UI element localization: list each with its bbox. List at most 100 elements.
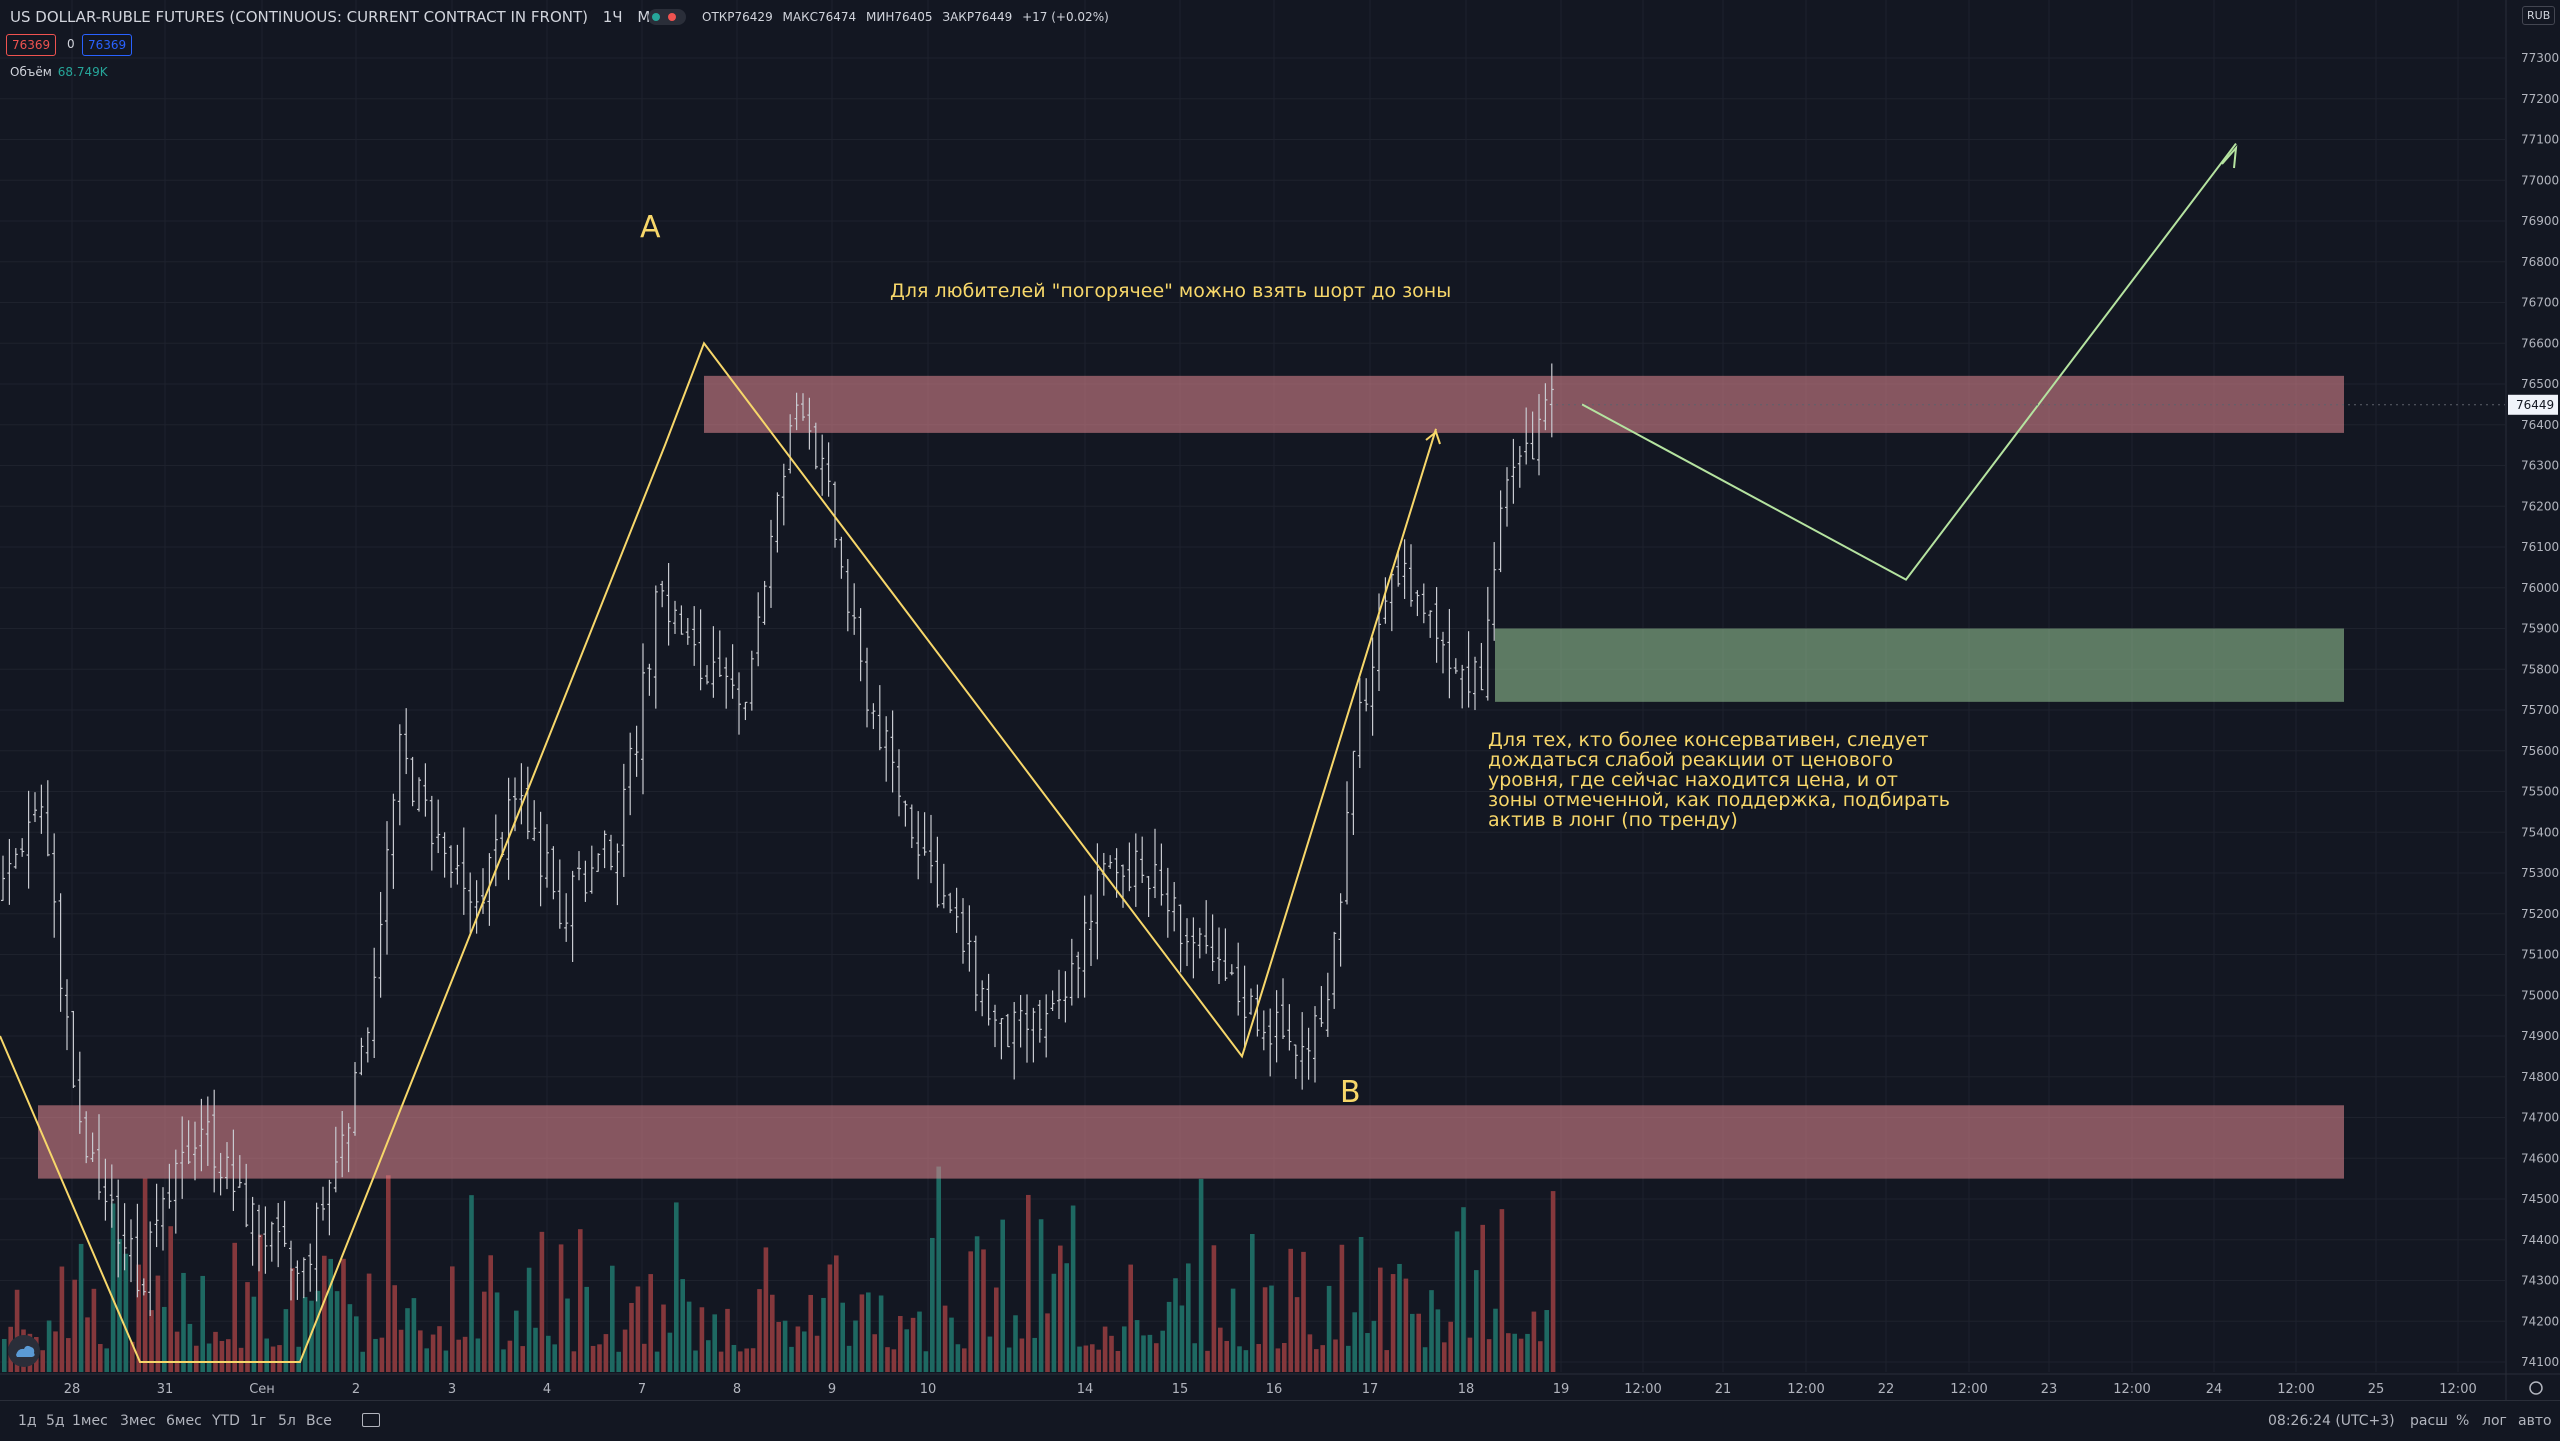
time-tick: 17 <box>1362 1382 1379 1397</box>
drawings[interactable] <box>0 142 2505 1363</box>
volume-bar <box>942 1305 948 1372</box>
timeframe-6m[interactable]: 6мес <box>166 1413 202 1429</box>
volume-bar <box>1339 1244 1345 1372</box>
symbol-header[interactable]: US DOLLAR-RUBLE FUTURES (CONTINUOUS: CUR… <box>10 8 692 26</box>
percent-button[interactable]: % <box>2456 1413 2470 1429</box>
log-button[interactable]: лог <box>2482 1413 2507 1429</box>
volume-bar <box>53 1331 58 1372</box>
volume-value: 68.749K <box>57 65 108 79</box>
volume-bar <box>1499 1209 1505 1372</box>
volume-bar <box>174 1331 180 1372</box>
volume-bar <box>1384 1350 1389 1372</box>
volume-bar <box>302 1297 308 1372</box>
close-value: 76449 <box>974 10 1013 24</box>
volume-bar <box>14 1289 20 1372</box>
timeframe-1d[interactable]: 1д <box>18 1413 37 1429</box>
buy-price-box[interactable]: 76369 <box>82 34 133 56</box>
volume-bar <box>1480 1224 1485 1372</box>
volume-bar <box>1531 1311 1537 1372</box>
extended-hours-button[interactable]: расш <box>2410 1413 2448 1429</box>
note-long[interactable]: Для тех, кто более консервативен, следуе… <box>1488 729 1950 831</box>
timeframe-5d[interactable]: 5д <box>46 1413 65 1429</box>
volume-bar <box>1026 1194 1031 1372</box>
high-value: 76474 <box>818 10 857 24</box>
time-tick: 31 <box>157 1382 174 1397</box>
volume-bar <box>162 1306 167 1372</box>
volume-bar <box>251 1296 257 1372</box>
note-short[interactable]: Для любителей "погорячее" можно взять шо… <box>890 280 1452 302</box>
time-tick: 15 <box>1172 1382 1189 1397</box>
time-tick: 12:00 <box>2439 1382 2476 1397</box>
timeframe-1m[interactable]: 1мес <box>72 1413 108 1429</box>
change-value: +17 (+0.02%) <box>1022 10 1109 24</box>
volume-bar <box>1538 1341 1543 1372</box>
volume-bar <box>117 1238 122 1372</box>
timeframe-all[interactable]: Все <box>306 1413 332 1429</box>
volume-bar <box>1141 1335 1146 1372</box>
volume-bar <box>1454 1231 1460 1372</box>
price-tick: 75500 <box>2521 785 2559 799</box>
price-tick: 74600 <box>2521 1151 2559 1165</box>
volume-bar <box>1365 1333 1370 1372</box>
price-tick: 76200 <box>2521 499 2559 513</box>
volume-bar <box>827 1264 833 1372</box>
time-tick: 7 <box>638 1382 646 1397</box>
volume-bar <box>386 1175 391 1372</box>
price-tick: 75800 <box>2521 662 2559 676</box>
volume-bar <box>603 1334 609 1372</box>
currency-badge[interactable]: RUB <box>2522 6 2556 25</box>
volume-bar <box>200 1275 205 1372</box>
volume-bar <box>1429 1290 1434 1372</box>
price-tick: 75300 <box>2521 866 2559 880</box>
volume-bar <box>437 1326 442 1372</box>
volume-bar <box>78 1243 84 1372</box>
volume-bar <box>936 1166 941 1372</box>
volume-bar <box>1243 1350 1249 1372</box>
volume-bar <box>482 1291 487 1372</box>
volume-bar <box>994 1287 999 1372</box>
ohlc-legend: ОТКР76429 МАКС76474 МИН76405 ЗАКР76449 +… <box>702 10 1109 24</box>
symbol-title[interactable]: US DOLLAR-RUBLE FUTURES (CONTINUOUS: CUR… <box>10 8 588 26</box>
volume-bar <box>443 1350 449 1372</box>
volume-bar <box>1512 1333 1517 1372</box>
volume-bar <box>558 1244 564 1372</box>
volume-bar <box>571 1351 577 1372</box>
volume-bar <box>1403 1278 1409 1372</box>
volume-bar <box>501 1349 506 1372</box>
volume-bar <box>398 1329 404 1372</box>
volume-bar <box>814 1335 820 1372</box>
price-tick: 75100 <box>2521 948 2559 962</box>
date-range-icon[interactable] <box>362 1413 380 1427</box>
price-tick: 75700 <box>2521 703 2559 717</box>
volume-bar <box>258 1234 263 1372</box>
timeframe-5y[interactable]: 5л <box>278 1413 296 1429</box>
settings-gear-icon[interactable] <box>2529 1381 2543 1395</box>
timeframe-ytd[interactable]: YTD <box>212 1413 240 1429</box>
label-a[interactable]: A <box>640 210 661 245</box>
tradingview-logo-icon[interactable] <box>8 1335 40 1367</box>
time-axis[interactable]: 28 31 Сен 2 3 4 7 8 9 10 14 15 16 17 18 19 12:00 21 12:00 2… <box>0 1373 2560 1397</box>
price-tick: 77100 <box>2521 133 2559 147</box>
clock[interactable]: 08:26:24 (UTC+3) <box>2268 1413 2395 1429</box>
price-tick: 76100 <box>2521 540 2559 554</box>
time-tick: 3 <box>448 1382 456 1397</box>
auto-button[interactable]: авто <box>2518 1413 2552 1429</box>
price-tick: 77200 <box>2521 92 2559 106</box>
volume-bar <box>1518 1338 1524 1372</box>
volume-bar <box>648 1274 653 1372</box>
interval-label[interactable]: 1Ч <box>602 8 623 26</box>
volume-bar <box>1326 1285 1332 1372</box>
label-b[interactable]: B <box>1340 1075 1361 1110</box>
volume-bar <box>462 1336 468 1372</box>
timeframe-1y[interactable]: 1г <box>250 1413 267 1429</box>
timeframe-3m[interactable]: 3мес <box>120 1413 156 1429</box>
price-tick: 76900 <box>2521 214 2559 228</box>
volume-bar <box>795 1326 801 1372</box>
price-axis[interactable]: 74100 74200 74300 74400 74500 74600 74700 74800… <box>2505 0 2559 1400</box>
sell-price-box[interactable]: 76369 <box>6 34 57 56</box>
volume-bar <box>654 1351 660 1372</box>
time-tick: 12:00 <box>2277 1382 2314 1397</box>
time-tick: 8 <box>733 1382 741 1397</box>
